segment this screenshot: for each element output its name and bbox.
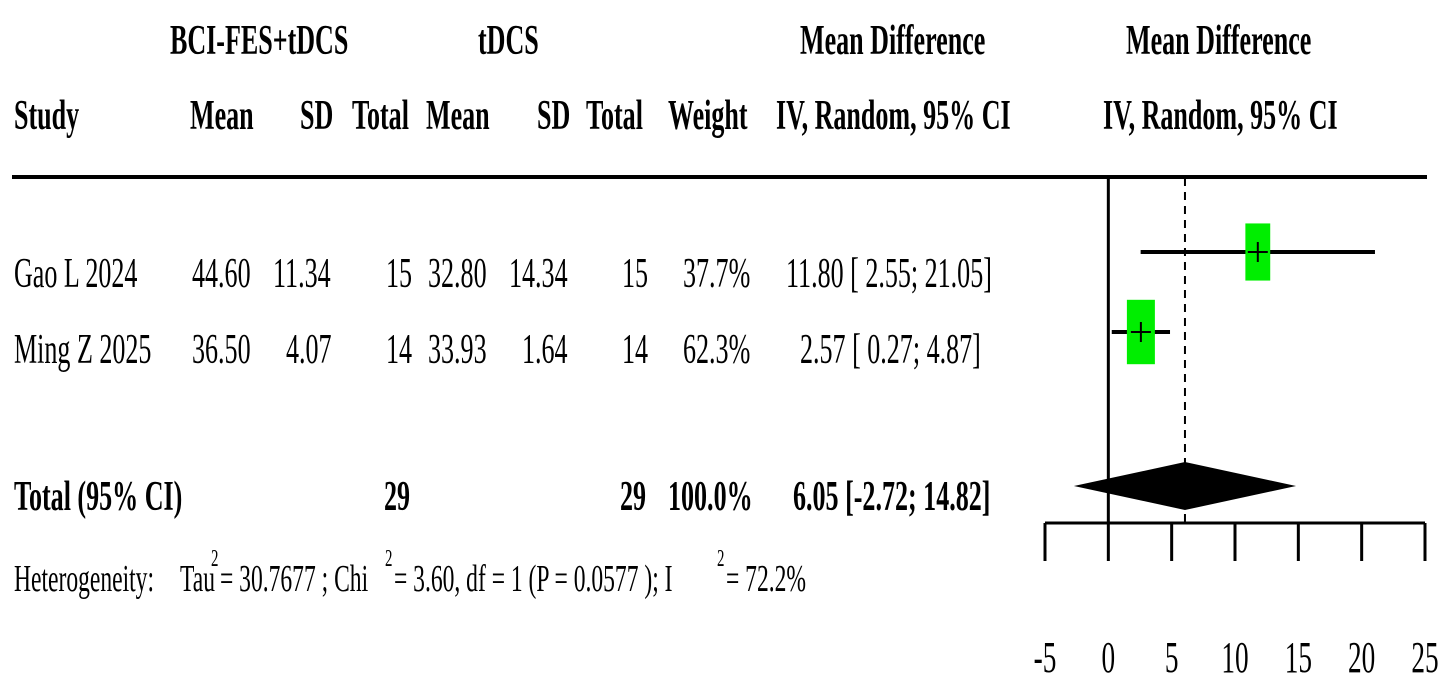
x-tick-label: 25: [1411, 632, 1438, 681]
x-tick-label: 10: [1221, 632, 1248, 681]
total-label: Total (95% CI): [14, 474, 183, 520]
n2-value: 14: [622, 327, 649, 373]
mean1-value: 36.50: [192, 327, 251, 373]
ci-value: 2.57 [ 0.27; 4.87]: [800, 327, 981, 373]
x-tick-label: -5: [1034, 632, 1057, 681]
chi-value: = 3.60, df = 1 (P = 0.0577 ); I: [394, 558, 673, 600]
method-plot-header: IV, Random, 95% CI: [1103, 93, 1338, 139]
total-weight: 100.0%: [668, 474, 753, 520]
mean1-header: Mean: [190, 93, 254, 139]
sd1-value: 4.07: [286, 327, 332, 373]
x-tick-label: 15: [1285, 632, 1312, 681]
tau-label: Tau: [180, 558, 215, 600]
x-tick-label: 0: [1102, 632, 1116, 681]
weight-header: Weight: [668, 93, 748, 139]
chi-superscript: 2: [385, 546, 393, 572]
tau-superscript: 2: [211, 546, 219, 572]
header-divider: [12, 175, 1427, 179]
heterogeneity-label: Heterogeneity:: [14, 558, 154, 600]
sd1-value: 11.34: [273, 251, 331, 297]
study-name: Ming Z 2025: [14, 327, 152, 373]
method-column-header: IV, Random, 95% CI: [776, 93, 1011, 139]
sd2-value: 14.34: [509, 251, 568, 297]
i2-superscript: 2: [717, 546, 725, 572]
group2-header: tDCS: [478, 18, 539, 64]
mean2-value: 33.93: [428, 327, 487, 373]
summary-diamond: [1073, 462, 1297, 510]
mean2-header: Mean: [426, 93, 490, 139]
mean1-value: 44.60: [192, 251, 251, 297]
total2-header: Total: [586, 93, 643, 139]
md-plot-header: Mean Difference: [1126, 18, 1312, 64]
sd2-value: 1.64: [522, 327, 568, 373]
total-ci: 6.05 [-2.72; 14.82]: [793, 474, 991, 520]
i2-value: = 72.2%: [726, 558, 807, 600]
md-column-header: Mean Difference: [800, 18, 986, 64]
sd1-header: SD: [300, 93, 334, 139]
group1-header: BCI-FES+tDCS: [170, 18, 349, 64]
n1-value: 15: [386, 251, 413, 297]
weight-value: 62.3%: [683, 327, 751, 373]
study-header: Study: [14, 93, 80, 139]
x-tick-label: 5: [1165, 632, 1179, 681]
n2-value: 15: [622, 251, 649, 297]
ci-value: 11.80 [ 2.55; 21.05]: [786, 251, 992, 297]
total-n2: 29: [620, 474, 647, 520]
total1-header: Total: [352, 93, 409, 139]
total-n1: 29: [384, 474, 411, 520]
tau-value: = 30.7677 ; Chi: [220, 558, 369, 600]
mean2-value: 32.80: [428, 251, 487, 297]
x-tick-label: 20: [1348, 632, 1375, 681]
sd2-header: SD: [537, 93, 571, 139]
weight-value: 37.7%: [683, 251, 751, 297]
n1-value: 14: [386, 327, 413, 373]
study-name: Gao L 2024: [14, 251, 138, 297]
